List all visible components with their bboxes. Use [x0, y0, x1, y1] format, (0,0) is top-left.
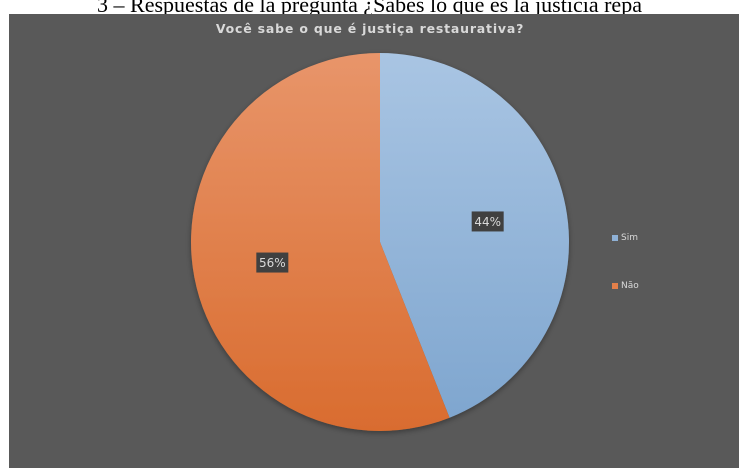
figure-caption: 3 – Respuestas de la pregunta ¿Sabes lo … [97, 0, 642, 17]
pie-slice-nao [190, 53, 450, 432]
legend-label-sim: Sim [621, 233, 638, 243]
legend-item-sim: Sim [612, 232, 639, 244]
data-label-sim: 44% [474, 215, 501, 229]
legend-item-nao: Não [612, 280, 639, 292]
data-label-bg-sim [471, 211, 504, 232]
legend-swatch-sim [612, 235, 618, 241]
data-label-bg-nao [256, 252, 289, 273]
data-label-nao: 56% [259, 256, 286, 270]
legend-swatch-nao [612, 283, 618, 289]
chart-legend: Sim Não [612, 232, 639, 328]
pie-slice-sim [380, 53, 569, 418]
chart-title: Você sabe o que é justiça restaurativa? [215, 21, 525, 36]
legend-label-nao: Não [621, 281, 639, 291]
